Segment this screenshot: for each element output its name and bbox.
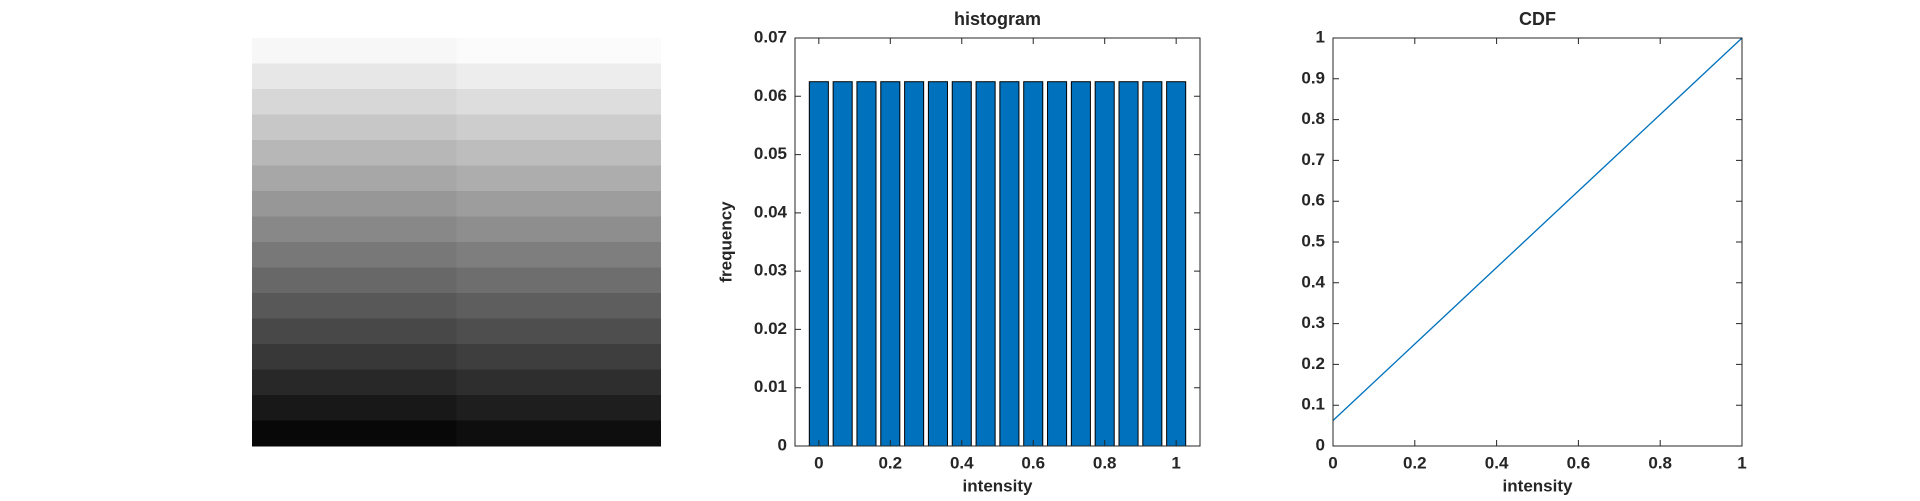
x-tick-label: 1 [1737,453,1746,472]
image-row-shade [456,63,661,90]
bar [1166,81,1187,447]
image-row-shade [456,395,661,421]
x-tick-label: 0.2 [878,453,902,472]
y-tick-label: 0.3 [1301,313,1325,332]
x-tick-label: 0.6 [1567,453,1591,472]
x-tick-label: 0.8 [1093,453,1117,472]
y-tick-label: 0.01 [754,377,787,396]
y-tick-label: 0 [778,435,787,454]
y-tick-label: 0.1 [1301,395,1325,414]
chart-title: histogram [954,9,1041,29]
bar [927,81,948,447]
y-tick-label: 0.05 [754,144,787,163]
chart-title: CDF [1519,9,1556,29]
axes-box [794,37,1201,447]
image-row-shade [456,38,661,64]
bar [1118,81,1139,447]
image-row-shade [456,89,661,115]
bar [1047,81,1068,447]
bar [880,81,901,447]
image-row-shade [456,369,661,396]
image-row-shade [456,293,661,319]
y-tick-label: 0.02 [754,319,787,338]
y-tick-label: 0.04 [754,202,788,221]
y-tick-label: 0.07 [754,27,787,46]
x-tick-label: 0.4 [1485,453,1509,472]
bar [1070,81,1091,447]
image-row-shade [456,420,661,447]
image-row-shade [456,114,661,141]
bar [808,81,829,447]
bar [975,81,996,447]
axes-background [1333,38,1742,446]
y-tick-label: 0.06 [754,86,787,105]
x-tick-label: 0.8 [1648,453,1672,472]
x-tick-label: 1 [1171,453,1180,472]
bar [904,81,925,447]
cdf-line [1332,37,1743,421]
x-tick-label: 0 [814,453,823,472]
y-tick-label: 0.2 [1301,354,1325,373]
y-tick-label: 0 [1316,435,1325,454]
bar [1094,81,1115,447]
y-tick-label: 0.5 [1301,231,1325,250]
y-tick-label: 0.8 [1301,109,1325,128]
bar [999,81,1020,447]
image-row-shade [456,165,661,192]
bar [1142,81,1163,447]
x-tick-label: 0.6 [1021,453,1045,472]
image-row-shade [456,267,661,294]
y-tick-label: 0.7 [1301,150,1325,169]
y-tick-label: 0.6 [1301,191,1325,210]
y-tick-label: 0.4 [1301,272,1325,291]
y-tick-label: 1 [1316,27,1325,46]
bar [832,81,853,447]
x-axis-label: intensity [963,476,1033,495]
y-axis-label: frequency [716,201,735,283]
image-row-shade [456,216,661,243]
x-tick-label: 0.2 [1403,453,1427,472]
bar [856,81,877,447]
y-tick-label: 0.9 [1301,68,1325,87]
image-row-shade [456,191,661,217]
bar [951,81,972,447]
y-tick-label: 0.03 [754,261,787,280]
image-row-shade [456,242,661,268]
x-tick-label: 0 [1328,453,1337,472]
image-row-shade [456,140,661,166]
image-row-shade [456,344,661,370]
bar [1023,81,1044,447]
axes-background [795,38,1200,446]
image-row-shade [456,318,661,345]
x-tick-label: 0.4 [950,453,974,472]
grayscale-image [252,38,661,447]
x-axis-label: intensity [1503,476,1573,495]
